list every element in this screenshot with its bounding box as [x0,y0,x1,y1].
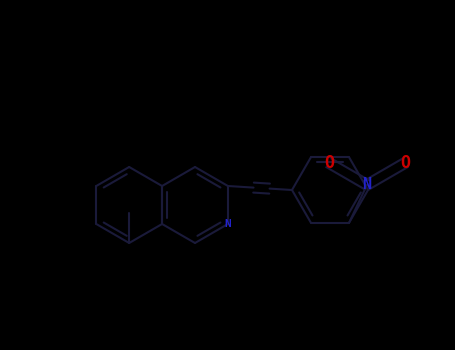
Text: N: N [363,177,372,192]
Text: N: N [224,219,231,229]
Text: O: O [400,154,410,172]
Text: O: O [324,154,334,172]
